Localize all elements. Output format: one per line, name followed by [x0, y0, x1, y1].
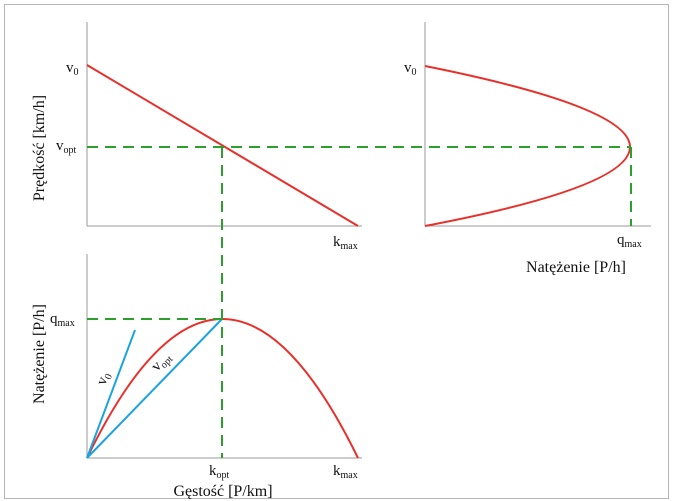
speed-density-y-axis-title: Prędkość [km/h]: [31, 95, 48, 201]
speed-density-vopt-label: vopt: [56, 138, 77, 156]
figure-frame: [4, 4, 669, 499]
speed-flow-qmax-label: qmax: [617, 232, 642, 250]
speed-density-v0-label: v0: [66, 60, 79, 78]
flow-density-vopt-ray: [86, 318, 223, 459]
flow-density-qmax-label: qmax: [50, 311, 75, 329]
flow-density-x-axis-title: Gęstość [P/km]: [173, 483, 272, 500]
speed-density-kmax-label: kmax: [333, 234, 358, 252]
optimum-guide-lines: [87, 146, 632, 458]
flow-density-kopt-label: kopt: [209, 463, 230, 481]
speed-density-panel: Prędkość [km/h] v0 vopt kmax: [31, 22, 362, 252]
speed-flow-v0-label: v0: [404, 60, 417, 78]
flow-density-kmax-label: kmax: [333, 463, 358, 481]
speed-flow-x-axis-title: Natężenie [P/h]: [526, 259, 626, 276]
flow-density-y-axis-title: Natężenie [P/h]: [31, 304, 48, 404]
speed-flow-panel: v0 qmax Natężenie [P/h]: [404, 22, 651, 276]
flow-density-v0-ray-label: v0: [94, 370, 115, 388]
flow-density-v0-ray: [86, 329, 136, 459]
flow-density-panel: Natężenie [P/h] qmax kopt kmax Gęstość […: [31, 254, 362, 500]
speed-density-line: [86, 64, 359, 227]
